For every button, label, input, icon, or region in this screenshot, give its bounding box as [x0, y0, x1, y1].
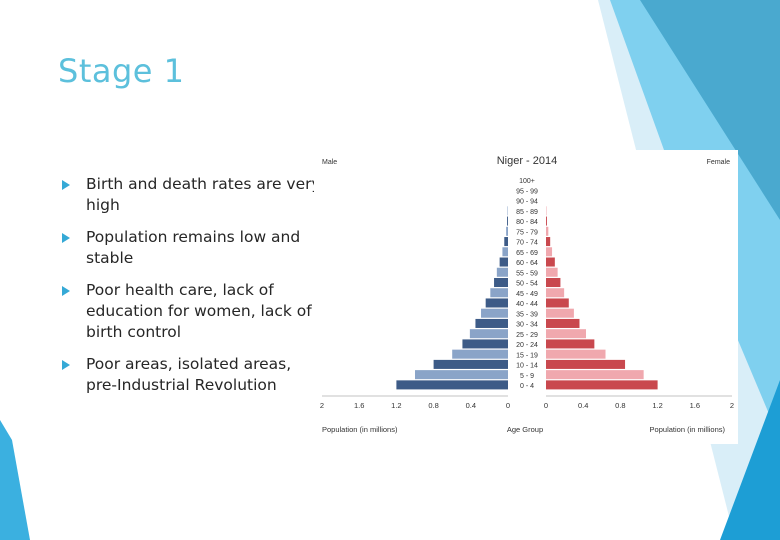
male-bar: [504, 237, 508, 247]
bullet-list: Birth and death rates are very high Popu…: [62, 174, 324, 407]
age-group-label: 60 - 64: [516, 260, 538, 267]
population-pyramid-chart: Niger - 2014 Male Female Population (in …: [314, 150, 738, 444]
age-group-label: 85 - 89: [516, 209, 538, 216]
age-group-label: 70 - 74: [516, 240, 538, 247]
age-group-label: 65 - 69: [516, 250, 538, 257]
age-group-label: 75 - 79: [516, 229, 538, 236]
female-bar: [546, 359, 626, 369]
age-group-label: 95 - 99: [516, 188, 538, 195]
bullet-text: Population remains low and stable: [86, 228, 301, 267]
male-bar: [481, 308, 508, 318]
male-bar: [499, 257, 508, 267]
x-tick-label: 1.6: [690, 401, 700, 410]
female-bar: [546, 349, 606, 359]
male-bar: [490, 288, 508, 298]
male-bar: [462, 339, 508, 349]
male-bar: [506, 226, 508, 236]
age-group-label: 90 - 94: [516, 199, 538, 206]
male-bar: [433, 359, 508, 369]
male-bar: [502, 247, 508, 257]
female-bar: [546, 267, 558, 277]
female-bar: [546, 226, 549, 236]
x-tick-label: 0: [506, 401, 510, 410]
bullet-item: Poor health care, lack of education for …: [62, 280, 324, 343]
male-bar: [415, 370, 508, 380]
female-bar: [546, 216, 547, 226]
age-group-label: 50 - 54: [516, 281, 538, 288]
female-bar: [546, 298, 569, 308]
female-bar: [546, 237, 551, 247]
age-group-label: 20 - 24: [516, 342, 538, 349]
age-group-label: 25 - 29: [516, 332, 538, 339]
bullet-item: Population remains low and stable: [62, 227, 324, 269]
x-tick-label: 2: [730, 401, 734, 410]
male-bar: [396, 380, 508, 390]
female-label: Female: [707, 159, 730, 166]
chart-title: Niger - 2014: [497, 155, 558, 167]
female-bar: [546, 370, 644, 380]
bullet-item: Birth and death rates are very high: [62, 174, 324, 216]
bullet-item: Poor areas, isolated areas, pre-Industri…: [62, 354, 324, 396]
triangle-bullet-icon: [62, 360, 70, 370]
bullet-text: Poor health care, lack of education for …: [86, 281, 312, 341]
male-bar: [469, 329, 508, 339]
triangle-bullet-icon: [62, 233, 70, 243]
male-label: Male: [322, 159, 337, 166]
age-group-label: 0 - 4: [520, 383, 534, 390]
female-bar: [546, 339, 595, 349]
age-group-label: 55 - 59: [516, 270, 538, 277]
female-bar: [546, 288, 565, 298]
female-bar: [546, 380, 658, 390]
age-group-label: 80 - 84: [516, 219, 538, 226]
triangle-bullet-icon: [62, 286, 70, 296]
x-tick-label: 1.2: [652, 401, 662, 410]
age-group-label: 45 - 49: [516, 291, 538, 298]
x-tick-label: 2: [320, 401, 324, 410]
x-tick-label: 0.4: [466, 401, 476, 410]
x-tick-label: 0: [544, 401, 548, 410]
male-bar: [494, 277, 508, 288]
male-bar: [475, 318, 508, 328]
deco-shape-right-4: [720, 380, 780, 540]
deco-shape-left: [0, 420, 30, 540]
population-pyramid-svg: Niger - 2014 Male Female Population (in …: [320, 155, 734, 434]
age-group-label: 5 - 9: [520, 373, 534, 380]
female-bar: [546, 247, 553, 257]
age-group-label: 35 - 39: [516, 311, 538, 318]
x-tick-label: 0.8: [428, 401, 438, 410]
female-bar: [546, 277, 561, 288]
female-bar: [546, 308, 574, 318]
age-group-label: 30 - 34: [516, 322, 538, 329]
bullet-text: Birth and death rates are very high: [86, 175, 321, 214]
x-tick-label: 0.4: [578, 401, 588, 410]
male-bar: [485, 298, 508, 308]
female-bar: [546, 329, 586, 339]
age-group-label: 15 - 19: [516, 352, 538, 359]
age-group-label: 100+: [519, 178, 535, 185]
male-bar: [496, 267, 508, 277]
deco-shape-right-3: [640, 0, 780, 220]
age-group-label: 40 - 44: [516, 301, 538, 308]
age-group-label: 10 - 14: [516, 363, 538, 370]
x-axis-label-right: Population (in millions): [650, 425, 726, 434]
x-axis-label-left: Population (in millions): [322, 425, 398, 434]
male-bar: [507, 216, 508, 226]
triangle-bullet-icon: [62, 180, 70, 190]
female-bar: [546, 257, 555, 267]
bullet-text: Poor areas, isolated areas, pre-Industri…: [86, 355, 292, 394]
x-tick-label: 1.2: [391, 401, 401, 410]
x-tick-label: 1.6: [354, 401, 364, 410]
male-bar: [452, 349, 508, 359]
female-bar: [546, 318, 580, 328]
slide-title: Stage 1: [58, 52, 185, 90]
x-tick-label: 0.8: [615, 401, 625, 410]
x-axis-label-center: Age Group: [507, 425, 543, 434]
